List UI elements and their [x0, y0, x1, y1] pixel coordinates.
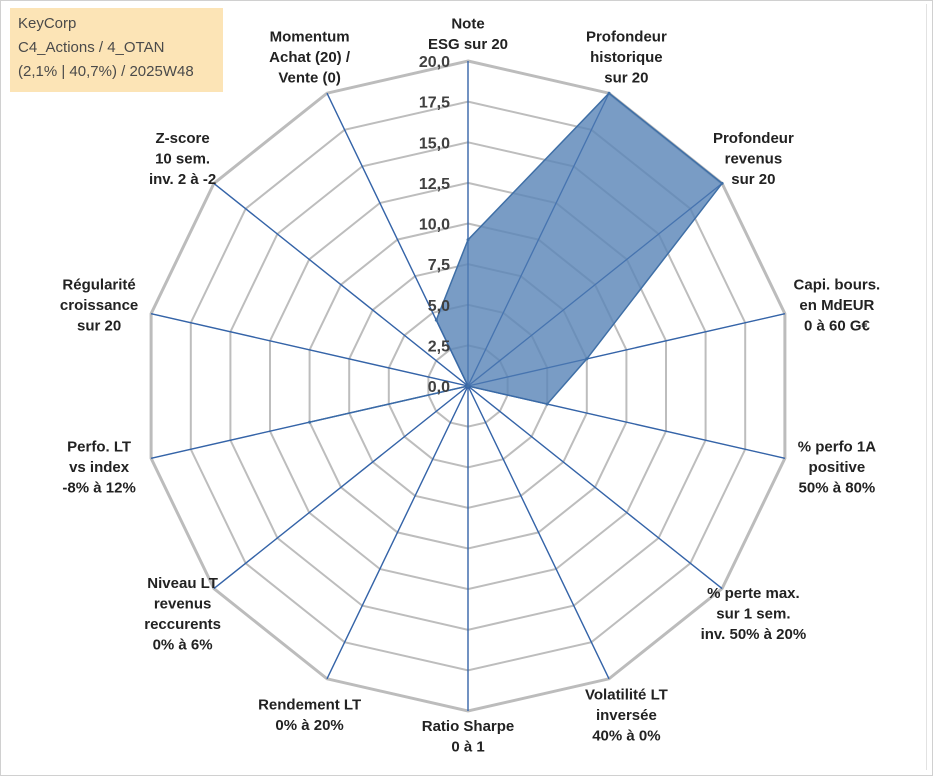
axis-spoke-overlay: [467, 183, 723, 387]
tick-label: 12,5: [419, 176, 450, 193]
axis-spoke-overlay: [467, 313, 786, 387]
tick-label: 20,0: [419, 54, 450, 71]
data-point: [607, 91, 611, 95]
axis-label: Profondeur revenus sur 20: [713, 130, 794, 188]
axis-spoke: [467, 385, 610, 680]
axis-label: % perte max. sur 1 sem. inv. 50% à 20%: [701, 585, 807, 643]
series-area: [309, 92, 724, 423]
axis-label: Z-score 10 sem. inv. 2 à -2: [149, 130, 216, 188]
axis-label: Rendement LT 0% à 20%: [258, 697, 361, 735]
axis-label: Ratio Sharpe 0 à 1: [422, 718, 515, 756]
info-box: KeyCorp C4_Actions / 4_OTAN (2,1% | 40,7…: [10, 8, 223, 92]
tick-label: 17,5: [419, 95, 450, 112]
tick-label: 2,5: [428, 338, 450, 355]
portfolio-stats: (2,1% | 40,7%) / 2025W48: [18, 63, 194, 80]
axis-spoke: [326, 385, 469, 680]
data-point: [585, 357, 589, 361]
tick-label: 0,0: [428, 379, 450, 396]
axis-label: Capi. bours. en MdEUR 0 à 60 G€: [794, 276, 881, 334]
axis-label: Perfo. LT vs index -8% à 12%: [62, 439, 135, 497]
data-point: [466, 384, 470, 388]
axis-spoke-overlay: [150, 313, 469, 387]
axis-spoke-overlay: [326, 385, 469, 680]
data-point: [308, 420, 312, 424]
tick-label: 15,0: [419, 135, 450, 152]
axis-label: Momentum Achat (20) / Vente (0): [269, 29, 351, 87]
axis-label: Volatilité LT inversée 40% à 0%: [585, 686, 668, 744]
axis-spoke-overlay: [213, 385, 469, 589]
axis-labels: Note ESG sur 20 Profondeur historique sur 20…: [60, 16, 880, 756]
data-point: [466, 238, 470, 242]
axis-spoke: [213, 182, 469, 387]
axis-spoke-overlay: [467, 385, 786, 459]
axis-label: Régularité croissance sur 20: [60, 276, 138, 334]
series-layer: [150, 61, 786, 711]
axis-spoke: [213, 385, 469, 590]
axis-spoke: [467, 385, 723, 590]
axis-spoke-overlay: [467, 385, 610, 680]
tick-label: 10,0: [419, 217, 450, 234]
axis-spoke-overlay: [213, 183, 469, 387]
axis-label: Niveau LT revenus reccurents 0% à 6%: [144, 575, 221, 654]
axis-spoke: [150, 313, 469, 387]
company-name: KeyCorp: [18, 15, 77, 32]
frame-edge-line: [926, 4, 927, 770]
axis-label: Note ESG sur 20: [428, 16, 508, 54]
data-point: [545, 402, 549, 406]
data-point: [434, 318, 438, 322]
axis-spoke-overlay: [467, 92, 610, 387]
axis-spoke-overlay: [326, 92, 469, 387]
tick-label: 5,0: [428, 298, 450, 315]
portfolio-name: C4_Actions / 4_OTAN: [18, 39, 165, 56]
tick-label: 7,5: [428, 257, 450, 274]
axis-label: % perfo 1A positive 50% à 80%: [798, 439, 877, 497]
radial-tick-labels: 0,0 2,5 5,0 7,5 10,0 12,5 15,0 17,5 20,0: [419, 54, 450, 396]
axis-label: Profondeur historique sur 20: [586, 29, 667, 87]
data-point: [720, 181, 724, 185]
axis-spoke-overlay: [467, 385, 723, 589]
